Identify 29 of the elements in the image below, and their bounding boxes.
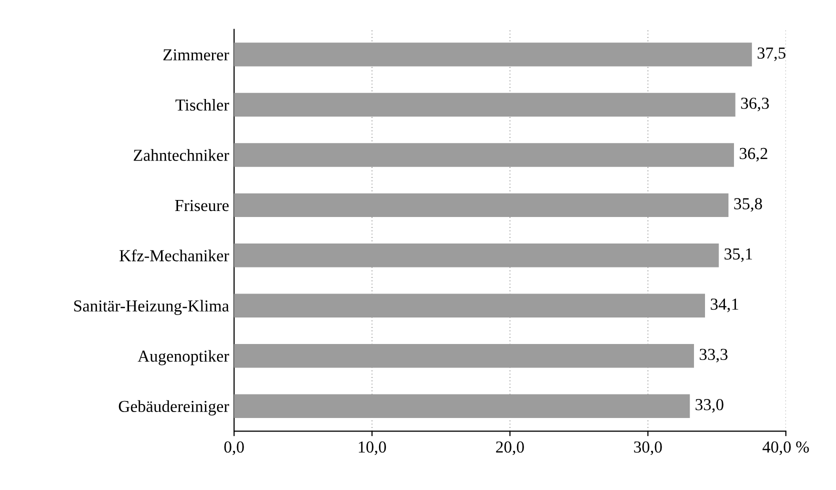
bar (234, 294, 706, 318)
x-tick-label: 40,0 % (762, 441, 809, 456)
x-tick-label: 0,0 (224, 441, 244, 456)
bar (234, 92, 736, 117)
y-tick-label: Augenoptiker (138, 350, 230, 366)
y-tick-label: Sanitär-Heizung-Klima (74, 300, 229, 316)
data-label: 35,1 (724, 248, 752, 262)
data-label: 33,3 (700, 348, 728, 362)
x-tick-label: 10,0 (358, 441, 386, 456)
data-label: 35,8 (734, 198, 762, 212)
data-label: 33,0 (696, 399, 724, 413)
data-label: 36,2 (740, 148, 768, 162)
y-tick-label: Kfz-Mechaniker (120, 249, 230, 262)
y-tick-label: Gebäudereiniger (118, 400, 230, 416)
bar (234, 42, 752, 66)
bar (234, 394, 690, 418)
x-tick-label: 30,0 (634, 441, 662, 456)
data-label: 36,3 (741, 98, 769, 112)
bar (234, 193, 728, 218)
bar (234, 344, 694, 368)
data-label: 34,1 (710, 298, 738, 312)
x-tick-label: 20,0 (496, 441, 524, 456)
y-tick-label: Tischler (176, 98, 230, 111)
y-tick-label: Zahntechniker (134, 149, 230, 161)
data-label: 37,5 (758, 47, 786, 62)
y-tick-label: Zimmerer (163, 49, 230, 60)
bar (234, 143, 734, 167)
y-tick-label: Friseure (175, 200, 229, 212)
bar (234, 244, 719, 268)
